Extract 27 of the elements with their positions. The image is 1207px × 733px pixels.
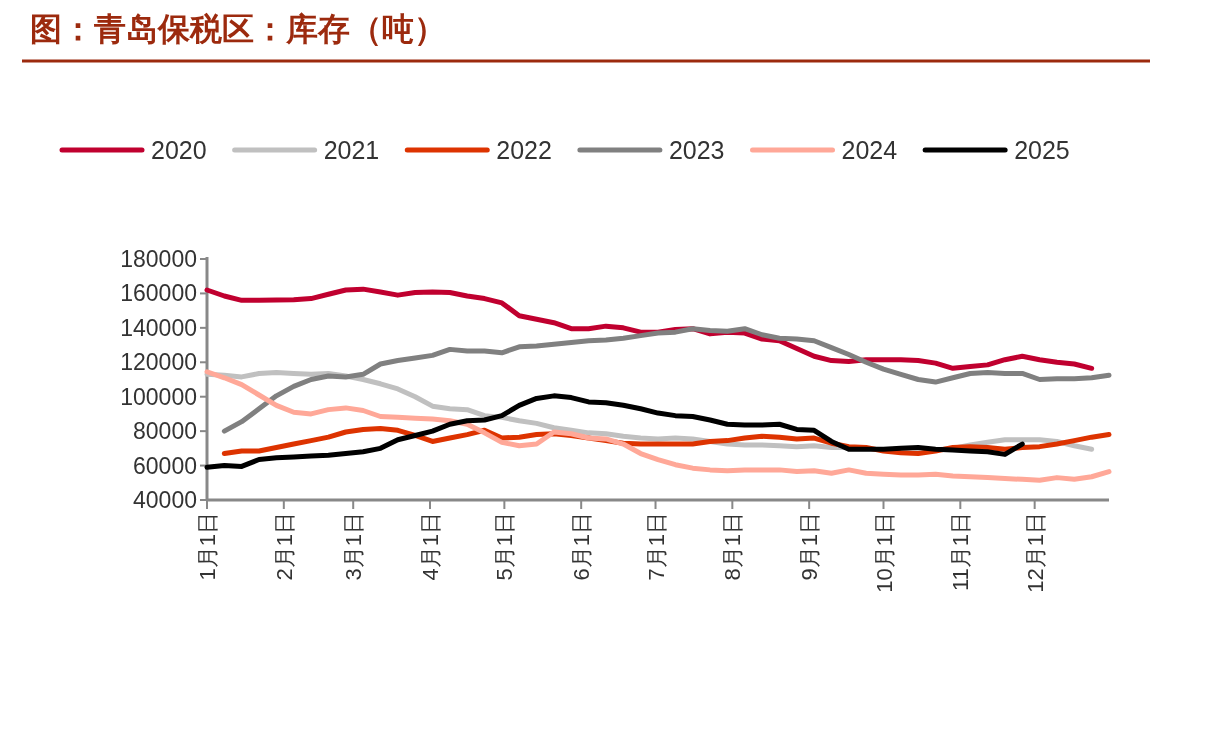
legend-label: 2024 — [841, 136, 898, 164]
legend-label: 2021 — [323, 136, 380, 164]
y-tick-label: 80000 — [133, 418, 197, 445]
x-tick-label: 3月1日 — [341, 512, 367, 581]
y-tick-label: 40000 — [133, 487, 197, 513]
x-tick-label: 7月1日 — [643, 512, 669, 581]
x-tick-label: 2月1日 — [271, 512, 297, 581]
legend-label: 2023 — [668, 136, 725, 164]
x-tick-label: 4月1日 — [418, 512, 444, 581]
x-tick-label: 9月1日 — [797, 512, 823, 581]
x-tick-label: 12月1日 — [1022, 512, 1048, 593]
y-tick-label: 100000 — [120, 383, 197, 410]
y-tick-label: 60000 — [133, 452, 197, 479]
x-tick-label: 11月1日 — [948, 512, 974, 592]
y-tick-label: 160000 — [120, 280, 197, 307]
x-tick-label: 5月1日 — [492, 512, 518, 581]
legend-label: 2025 — [1014, 136, 1070, 164]
y-tick-label: 120000 — [120, 349, 197, 376]
y-tick-label: 180000 — [120, 246, 197, 272]
x-tick-label: 8月1日 — [720, 512, 746, 581]
x-tick-label: 6月1日 — [569, 512, 595, 581]
legend-label: 2020 — [151, 136, 207, 164]
legend-label: 2022 — [496, 136, 552, 164]
y-tick-label: 140000 — [120, 314, 197, 341]
x-tick-label: 10月1日 — [871, 512, 897, 593]
chart-title: 图：青岛保税区：库存（吨） — [30, 10, 446, 48]
x-tick-label: 1月1日 — [195, 512, 220, 581]
